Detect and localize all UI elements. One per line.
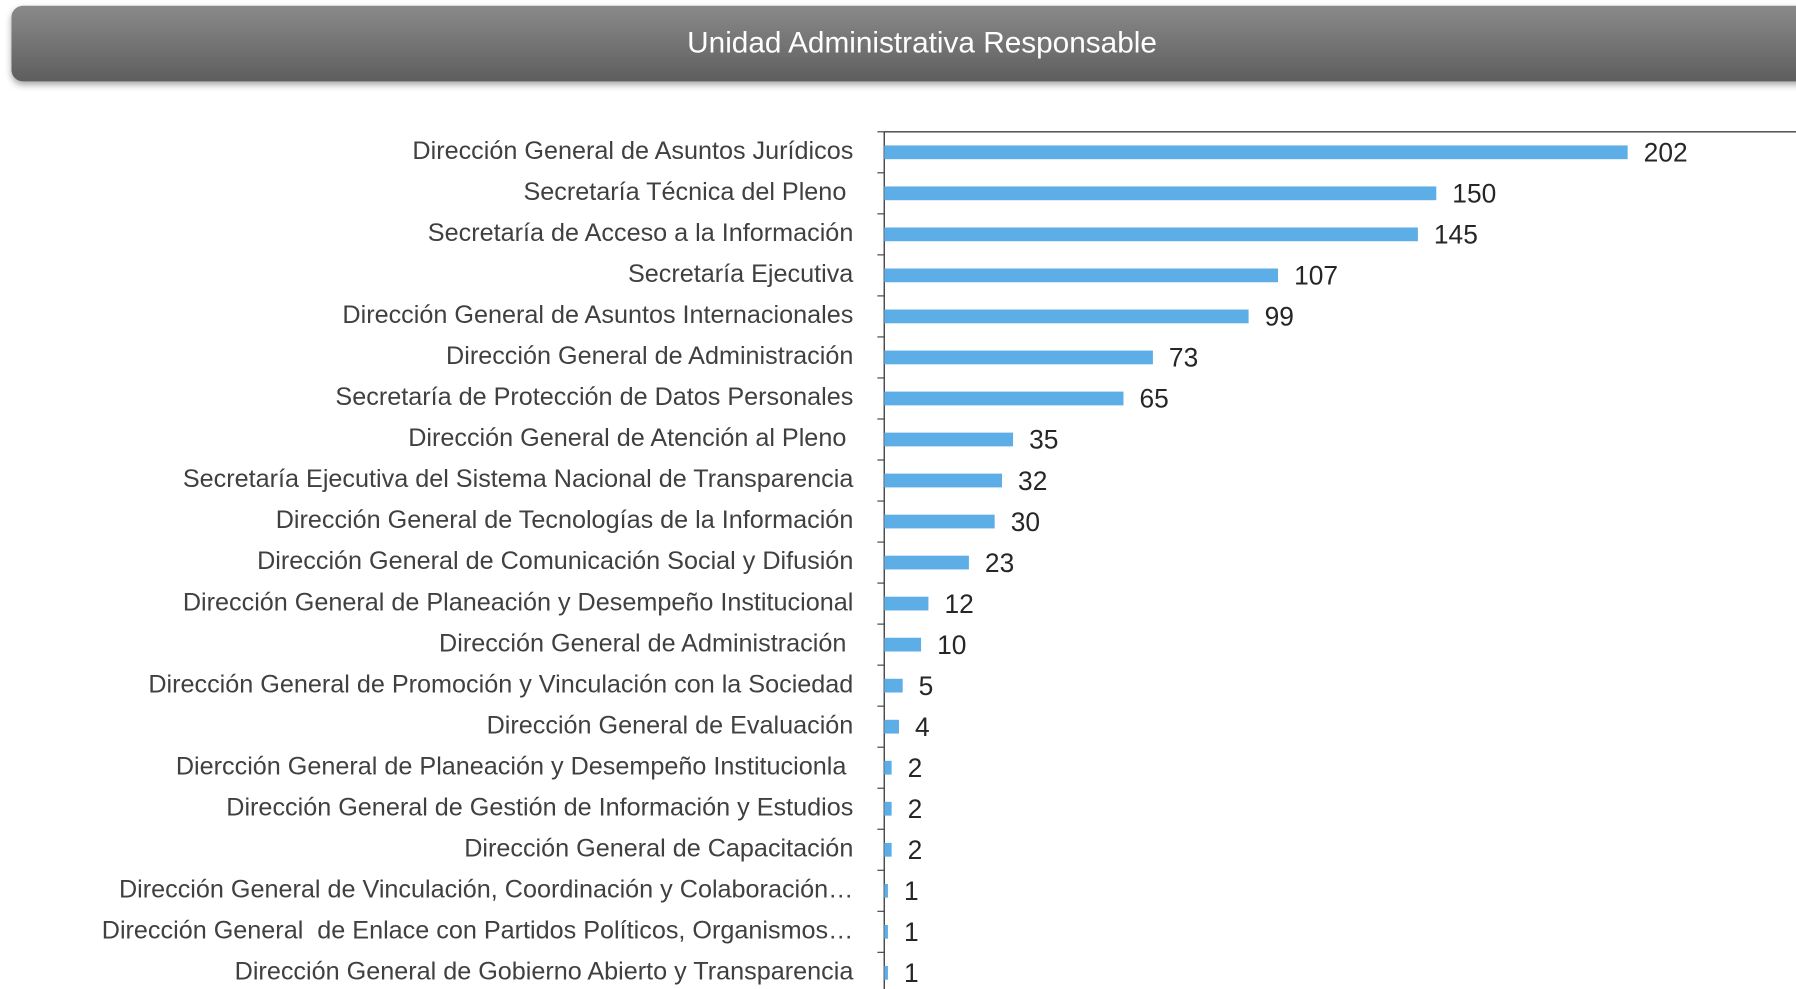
bar: [884, 268, 1279, 283]
value-label: 1: [904, 876, 919, 906]
bar: [884, 801, 892, 816]
bar: [884, 555, 969, 570]
value-label: 2: [908, 835, 923, 865]
bar: [884, 309, 1249, 324]
category-label: Diercción General de Planeación y Desemp…: [176, 752, 853, 780]
category-label: Secretaría de Protección de Datos Person…: [335, 383, 853, 411]
value-label: 35: [1029, 425, 1058, 455]
value-label: 12: [944, 589, 973, 619]
category-label: Secretaría de Acceso a la Información: [428, 219, 854, 247]
value-label: 4: [915, 712, 930, 742]
category-label: Dirección General de Gestión de Informac…: [226, 793, 853, 821]
value-label: 23: [985, 548, 1014, 578]
value-label: 145: [1434, 220, 1478, 250]
bar: [884, 473, 1003, 488]
value-label: 202: [1644, 138, 1688, 168]
value-label: 1: [904, 958, 919, 988]
category-label: Dirección General de Planeación y Desemp…: [183, 588, 853, 616]
category-label: Secretaría Ejecutiva: [628, 260, 854, 288]
category-label: Dirección General de Vinculación, Coordi…: [119, 875, 853, 903]
category-label: Secretaría Técnica del Pleno: [523, 178, 853, 206]
category-label: Dirección General de Tecnologías de la I…: [276, 506, 854, 534]
value-label: 1: [904, 917, 919, 947]
value-label: 10: [937, 630, 966, 660]
category-label: Secretaría Ejecutiva del Sistema Naciona…: [183, 465, 854, 493]
bar: [884, 637, 922, 652]
bar: [884, 596, 929, 611]
bar: [884, 391, 1124, 406]
category-label: Dirección General de Capacitación: [464, 834, 853, 862]
value-label: 30: [1011, 507, 1040, 537]
bar: [884, 678, 903, 693]
bar: [884, 514, 995, 529]
header-bar: [11, 5, 1796, 82]
value-label: 107: [1294, 261, 1338, 291]
bar: [884, 883, 888, 898]
chart-title: Unidad Administrativa Responsable: [687, 27, 1157, 60]
category-label: Dirección General de Enlace con Partidos…: [102, 916, 854, 944]
bar: [884, 227, 1418, 242]
bar: [884, 145, 1628, 160]
bar: [884, 842, 892, 857]
bar: [884, 924, 888, 939]
value-label: 73: [1169, 343, 1198, 373]
category-label: Dirección General de Administración: [446, 342, 853, 370]
category-label: Dirección General de Promoción y Vincula…: [148, 670, 853, 698]
bar: [884, 965, 888, 980]
value-label: 2: [908, 794, 923, 824]
category-label: Dirección General de Asuntos Jurídicos: [412, 137, 853, 165]
bar: [884, 350, 1153, 365]
category-label: Dirección General de Comunicación Social…: [257, 547, 853, 575]
value-label: 5: [919, 671, 934, 701]
bar: [884, 432, 1014, 447]
value-label: 150: [1452, 179, 1496, 209]
category-label: Dirección General de Atención al Pleno: [408, 424, 853, 452]
category-label: Dirección General de Administración: [439, 629, 853, 657]
value-label: 99: [1265, 302, 1294, 332]
bar: [884, 719, 899, 734]
value-label: 2: [908, 753, 923, 783]
category-label: Dirección General de Gobierno Abierto y …: [235, 957, 855, 985]
category-label: Dirección General de Asuntos Internacion…: [342, 301, 853, 329]
value-label: 32: [1018, 466, 1047, 496]
value-label: 65: [1140, 384, 1169, 414]
bar: [884, 186, 1437, 201]
bar: [884, 760, 892, 775]
category-label: Dirección General de Evaluación: [487, 711, 854, 739]
